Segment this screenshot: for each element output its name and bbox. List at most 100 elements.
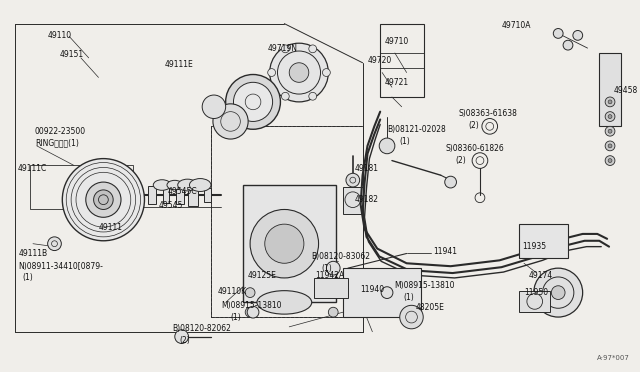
Circle shape [608,115,612,119]
Circle shape [608,158,612,163]
Text: 49110: 49110 [47,31,72,40]
Circle shape [250,209,319,278]
Text: 49174: 49174 [529,272,553,280]
Circle shape [554,29,563,38]
Circle shape [234,82,273,121]
Text: 49111B: 49111B [19,249,47,258]
Text: 49710: 49710 [385,37,410,46]
Circle shape [605,112,615,121]
Text: 49181: 49181 [355,164,379,173]
Text: 49151: 49151 [60,51,83,60]
Circle shape [213,104,248,139]
Circle shape [202,95,226,119]
Ellipse shape [257,291,312,314]
Circle shape [605,126,615,136]
Bar [189,184,198,206]
Text: 49720: 49720 [367,56,392,65]
Circle shape [400,305,423,329]
Bar [343,268,421,317]
Bar [211,126,363,317]
Text: M)08915-13810: M)08915-13810 [394,281,454,290]
Text: 49458: 49458 [614,86,638,94]
Circle shape [282,45,289,53]
Circle shape [245,288,255,298]
Text: 49710A: 49710A [502,21,531,30]
Bar [314,278,348,298]
Circle shape [269,43,328,102]
Circle shape [605,155,615,166]
Bar [519,291,550,312]
Text: 49111: 49111 [99,222,122,232]
Bar [163,187,169,203]
Text: S)08363-61638: S)08363-61638 [458,109,517,118]
Text: A·97*007: A·97*007 [597,355,630,361]
Circle shape [605,141,615,151]
Circle shape [328,288,338,298]
Bar [243,185,336,302]
Circle shape [245,307,255,317]
Text: (1): (1) [230,312,241,321]
Text: 00922-23500: 00922-23500 [35,127,86,136]
Bar [30,166,132,209]
Ellipse shape [189,179,211,192]
Text: 49111C: 49111C [17,164,47,173]
Circle shape [551,286,565,299]
Text: (1): (1) [400,137,410,145]
Circle shape [268,68,276,77]
Text: 11940: 11940 [360,285,385,294]
Circle shape [226,74,280,129]
Circle shape [346,173,360,187]
Text: 11941: 11941 [433,247,457,256]
Circle shape [282,92,289,100]
Bar [176,186,184,203]
Circle shape [608,100,612,104]
Circle shape [381,287,393,298]
Text: 49719N: 49719N [268,44,298,52]
Circle shape [93,190,113,209]
Ellipse shape [167,180,182,190]
Text: B)08121-02028: B)08121-02028 [387,125,446,134]
Circle shape [445,176,456,188]
Bar [380,24,424,97]
Bar [148,186,156,203]
Ellipse shape [178,179,197,191]
Text: B)08120-83062: B)08120-83062 [312,252,371,261]
Text: 49125E: 49125E [247,272,276,280]
Bar [599,53,621,126]
Text: (2): (2) [180,336,191,345]
Text: N)08911-34410[0879-: N)08911-34410[0879- [19,262,103,271]
Circle shape [308,92,317,100]
Circle shape [328,307,338,317]
Text: (1): (1) [404,293,415,302]
Text: 11935: 11935 [522,242,546,251]
Bar [204,188,211,202]
Ellipse shape [153,180,171,190]
Text: (1): (1) [22,273,33,282]
Text: 49721: 49721 [385,78,409,87]
Text: 49545C: 49545C [168,187,198,196]
Bar [343,187,363,214]
Text: 49110K: 49110K [218,287,247,296]
Circle shape [573,31,582,40]
Circle shape [86,182,121,217]
Text: RINGリング(1): RINGリング(1) [35,138,79,147]
Circle shape [289,63,308,82]
Circle shape [326,261,340,275]
Circle shape [563,40,573,50]
Text: 49111E: 49111E [165,60,194,69]
Circle shape [608,144,612,148]
Circle shape [308,45,317,53]
Text: 48205E: 48205E [415,303,444,312]
Circle shape [62,158,145,241]
Text: (1): (1) [321,264,332,273]
Bar [211,126,363,317]
Text: 49545: 49545 [158,201,182,210]
Text: 11942A: 11942A [316,272,345,280]
Circle shape [247,306,259,318]
Text: B)08120-82062: B)08120-82062 [172,324,231,333]
Circle shape [47,237,61,251]
Circle shape [534,268,582,317]
Circle shape [323,68,330,77]
Circle shape [605,97,615,107]
Circle shape [380,138,395,154]
